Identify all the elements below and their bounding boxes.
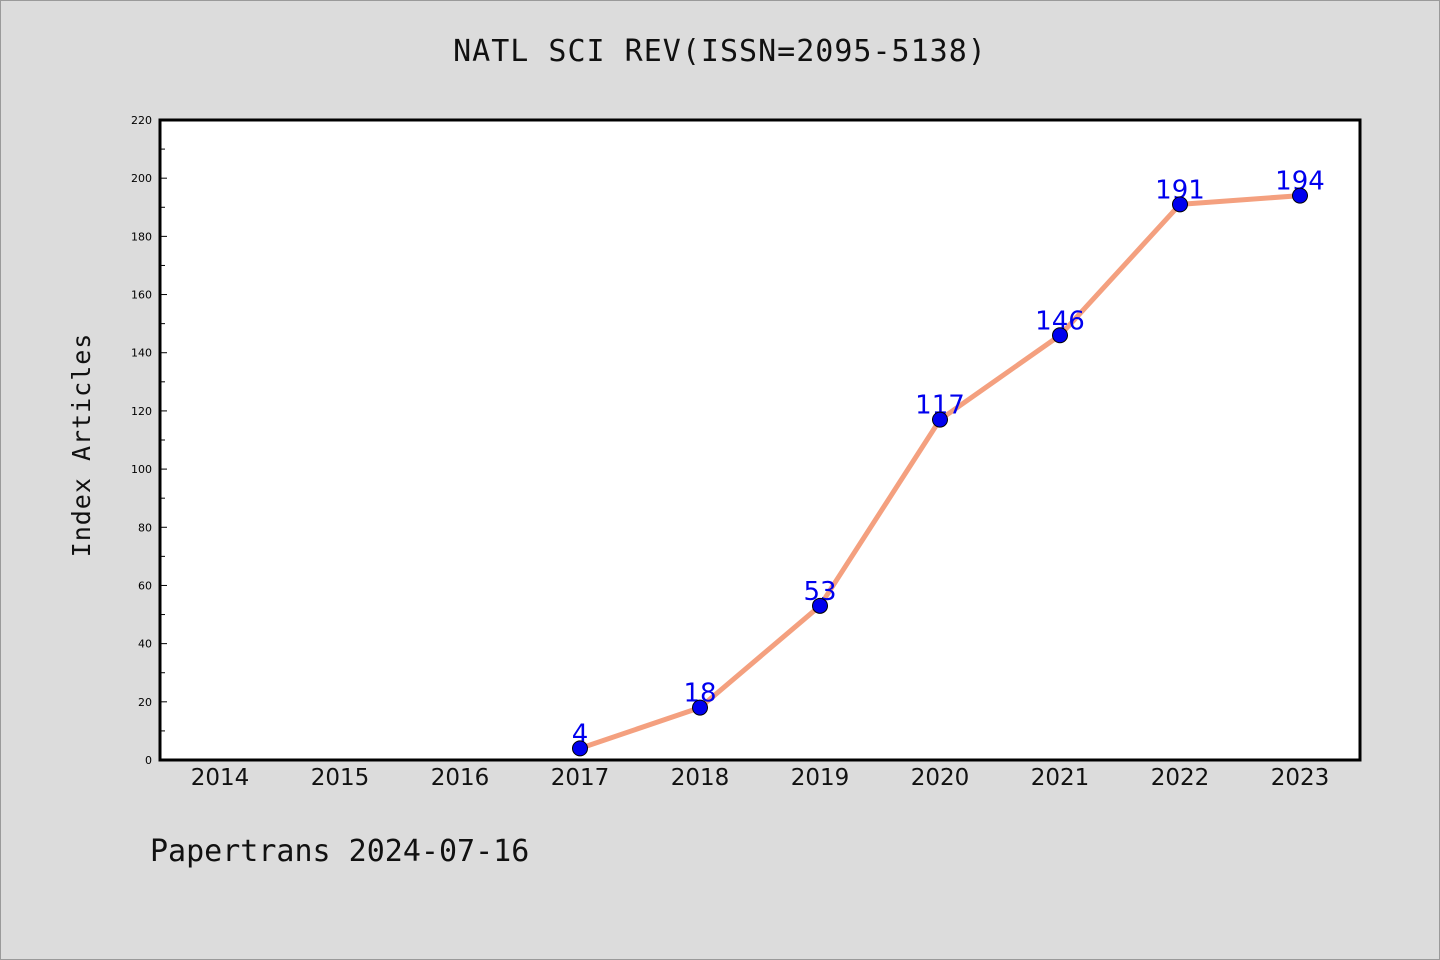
y-axis-label: Index Articles — [67, 333, 96, 558]
y-tick-label: 220 — [131, 114, 152, 127]
data-point — [572, 740, 588, 757]
x-tick-label: 2021 — [1031, 765, 1090, 791]
x-tick-label: 2017 — [551, 765, 610, 791]
x-tick-label: 2022 — [1151, 765, 1210, 791]
x-tick-label: 2023 — [1271, 765, 1330, 791]
x-tick-label: 2016 — [431, 765, 490, 791]
y-tick-label: 20 — [138, 696, 152, 709]
y-tick-label: 0 — [145, 754, 152, 767]
y-tick-label: 180 — [131, 230, 152, 243]
x-tick-label: 2020 — [911, 765, 970, 791]
data-point — [1052, 327, 1068, 344]
data-point — [1172, 196, 1188, 213]
data-point — [812, 597, 828, 614]
y-tick-label: 80 — [138, 521, 152, 534]
x-tick-label: 2015 — [311, 765, 370, 791]
x-tick-label: 2014 — [191, 765, 250, 791]
y-tick-label: 120 — [131, 405, 152, 418]
data-point — [932, 411, 948, 428]
y-tick-label: 60 — [138, 579, 152, 592]
footer-text: Papertrans 2024-07-16 — [150, 834, 530, 869]
data-point — [1292, 187, 1308, 204]
chart-title: NATL SCI REV(ISSN=2095-5138) — [453, 34, 987, 69]
plot-area — [158, 118, 1362, 762]
y-tick-label: 200 — [131, 172, 152, 185]
data-point — [692, 699, 708, 716]
y-tick-label: 40 — [138, 638, 152, 651]
x-tick-label: 2018 — [671, 765, 730, 791]
y-tick-label: 160 — [131, 289, 152, 302]
x-tick-label: 2019 — [791, 765, 850, 791]
y-tick-label: 140 — [131, 347, 152, 360]
y-tick-label: 100 — [131, 463, 152, 476]
